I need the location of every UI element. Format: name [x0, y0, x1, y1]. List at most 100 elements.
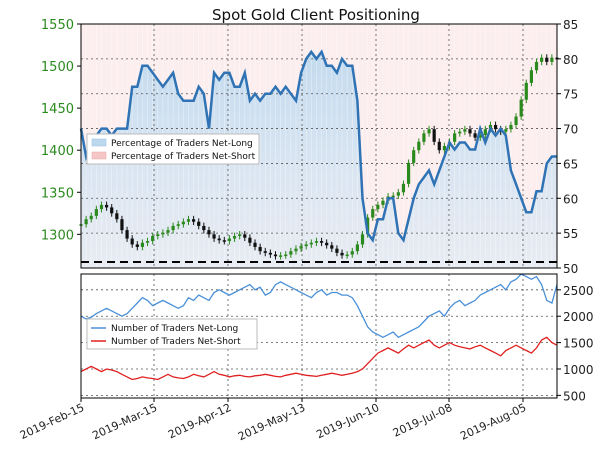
- candle-body: [248, 237, 252, 243]
- candle-body: [519, 99, 523, 117]
- x-tick-label: 2019-Feb-15: [18, 401, 86, 442]
- candle-body: [197, 221, 201, 226]
- candle-body: [258, 246, 262, 252]
- x-tick-label: 2019-Jun-10: [314, 401, 381, 441]
- candle-body: [350, 251, 354, 255]
- candle-body: [130, 238, 134, 245]
- series-line-traders-net-long: [80, 273, 558, 339]
- candle-body: [514, 116, 518, 125]
- candle-body: [294, 248, 298, 252]
- legend-label-net-short: Percentage of Traders Net-Short: [111, 152, 256, 162]
- legend-top-box: [86, 133, 260, 165]
- candle-body: [545, 57, 549, 62]
- candle-body: [534, 61, 539, 71]
- right-tick-label: 60: [563, 192, 578, 206]
- candle-body: [94, 209, 98, 216]
- right-tick-label-bottom: 1500: [563, 337, 594, 351]
- candle-body: [299, 246, 303, 249]
- candle-body: [376, 204, 380, 210]
- legend-bottom-box: [86, 318, 258, 350]
- candle-body: [330, 245, 334, 249]
- candle-body: [217, 238, 221, 241]
- x-tick-label: 2019-Jul-08: [391, 401, 454, 440]
- left-tick-label: 1350: [41, 186, 74, 201]
- candle-body: [509, 124, 513, 130]
- left-tick-label: 1300: [41, 228, 74, 243]
- candle-body: [524, 82, 528, 100]
- right-tick-label: 85: [563, 18, 578, 32]
- candle-body: [468, 129, 472, 134]
- legend-label-traders-short: Number of Traders Net-Short: [111, 337, 241, 347]
- candle-body: [120, 219, 124, 231]
- left-tick-label: 1450: [41, 102, 74, 117]
- candle-body: [540, 57, 544, 62]
- right-tick-label-bottom: 1000: [563, 363, 594, 377]
- candle-body: [176, 224, 180, 226]
- candle-body: [273, 254, 278, 257]
- candle-body: [417, 141, 421, 151]
- candle-body: [319, 241, 324, 243]
- candle-body: [463, 129, 467, 132]
- candle-body: [192, 219, 196, 222]
- candle-body: [232, 236, 237, 239]
- legend-label-net-long: Percentage of Traders Net-Long: [111, 139, 253, 149]
- candle-body: [432, 129, 436, 142]
- candle-body: [483, 129, 487, 136]
- x-tick-label: 2019-Mar-15: [90, 401, 159, 442]
- candle-body: [202, 225, 206, 231]
- legend-swatch-net-short: [91, 151, 107, 160]
- left-tick-label: 1500: [41, 60, 74, 75]
- candle-body: [145, 241, 150, 243]
- right-tick-label: 50: [563, 262, 578, 276]
- candle-body: [529, 70, 534, 83]
- candle-body: [381, 200, 385, 205]
- candle-body: [458, 131, 462, 134]
- candle-body: [473, 133, 477, 138]
- candle-body: [340, 252, 344, 256]
- candle-body: [135, 244, 139, 247]
- price-panel-frame: [80, 23, 558, 269]
- candle-body: [238, 234, 242, 237]
- candle-body: [355, 244, 359, 252]
- x-tick-label: 2019-May-13: [236, 401, 307, 443]
- right-tick-label: 75: [563, 88, 578, 102]
- chart-title: Spot Gold Client Positioning: [212, 6, 420, 24]
- candle-body: [181, 221, 185, 225]
- candle-body: [550, 57, 554, 62]
- left-tick-label: 1550: [41, 18, 74, 33]
- candle-body: [156, 234, 160, 237]
- x-axis-ticks: 2019-Feb-15 2019-Mar-15 2019-Apr-12 2019-Ma…: [18, 398, 528, 443]
- right-tick-label: 80: [563, 53, 578, 67]
- candle-body: [314, 241, 319, 243]
- x-tick-label: 2019-Aug-05: [458, 401, 528, 443]
- candle-body: [171, 225, 175, 231]
- series-line-traders-net-short: [80, 336, 558, 381]
- traders-panel-frame: [80, 273, 558, 399]
- gold-candles: [79, 54, 559, 260]
- candle-body: [161, 232, 165, 235]
- candle-body: [345, 254, 349, 257]
- candle-body: [309, 242, 313, 245]
- candle-body: [289, 251, 293, 255]
- candle-body: [325, 242, 329, 246]
- right-tick-label-bottom: 2000: [563, 310, 594, 324]
- candle-body: [391, 195, 395, 198]
- candle-body: [151, 236, 155, 242]
- candle-body: [115, 213, 119, 220]
- legend-swatch-net-long: [91, 138, 107, 147]
- candle-body: [401, 183, 406, 193]
- candle-body: [99, 204, 104, 210]
- candle-body: [371, 209, 375, 218]
- legend-top: Percentage of Traders Net-Long Percentag…: [86, 133, 260, 165]
- candle-body: [110, 207, 114, 214]
- right-axis-ticks-bottom: 500 1000 1500 2000 2500: [557, 284, 594, 403]
- candle-body: [422, 133, 426, 142]
- right-tick-label: 70: [563, 123, 578, 137]
- candle-body: [212, 234, 216, 239]
- candle-body: [396, 192, 400, 196]
- candle-body: [104, 204, 109, 208]
- candle-body: [442, 146, 446, 151]
- candle-body: [207, 230, 211, 235]
- candle-body: [427, 129, 431, 134]
